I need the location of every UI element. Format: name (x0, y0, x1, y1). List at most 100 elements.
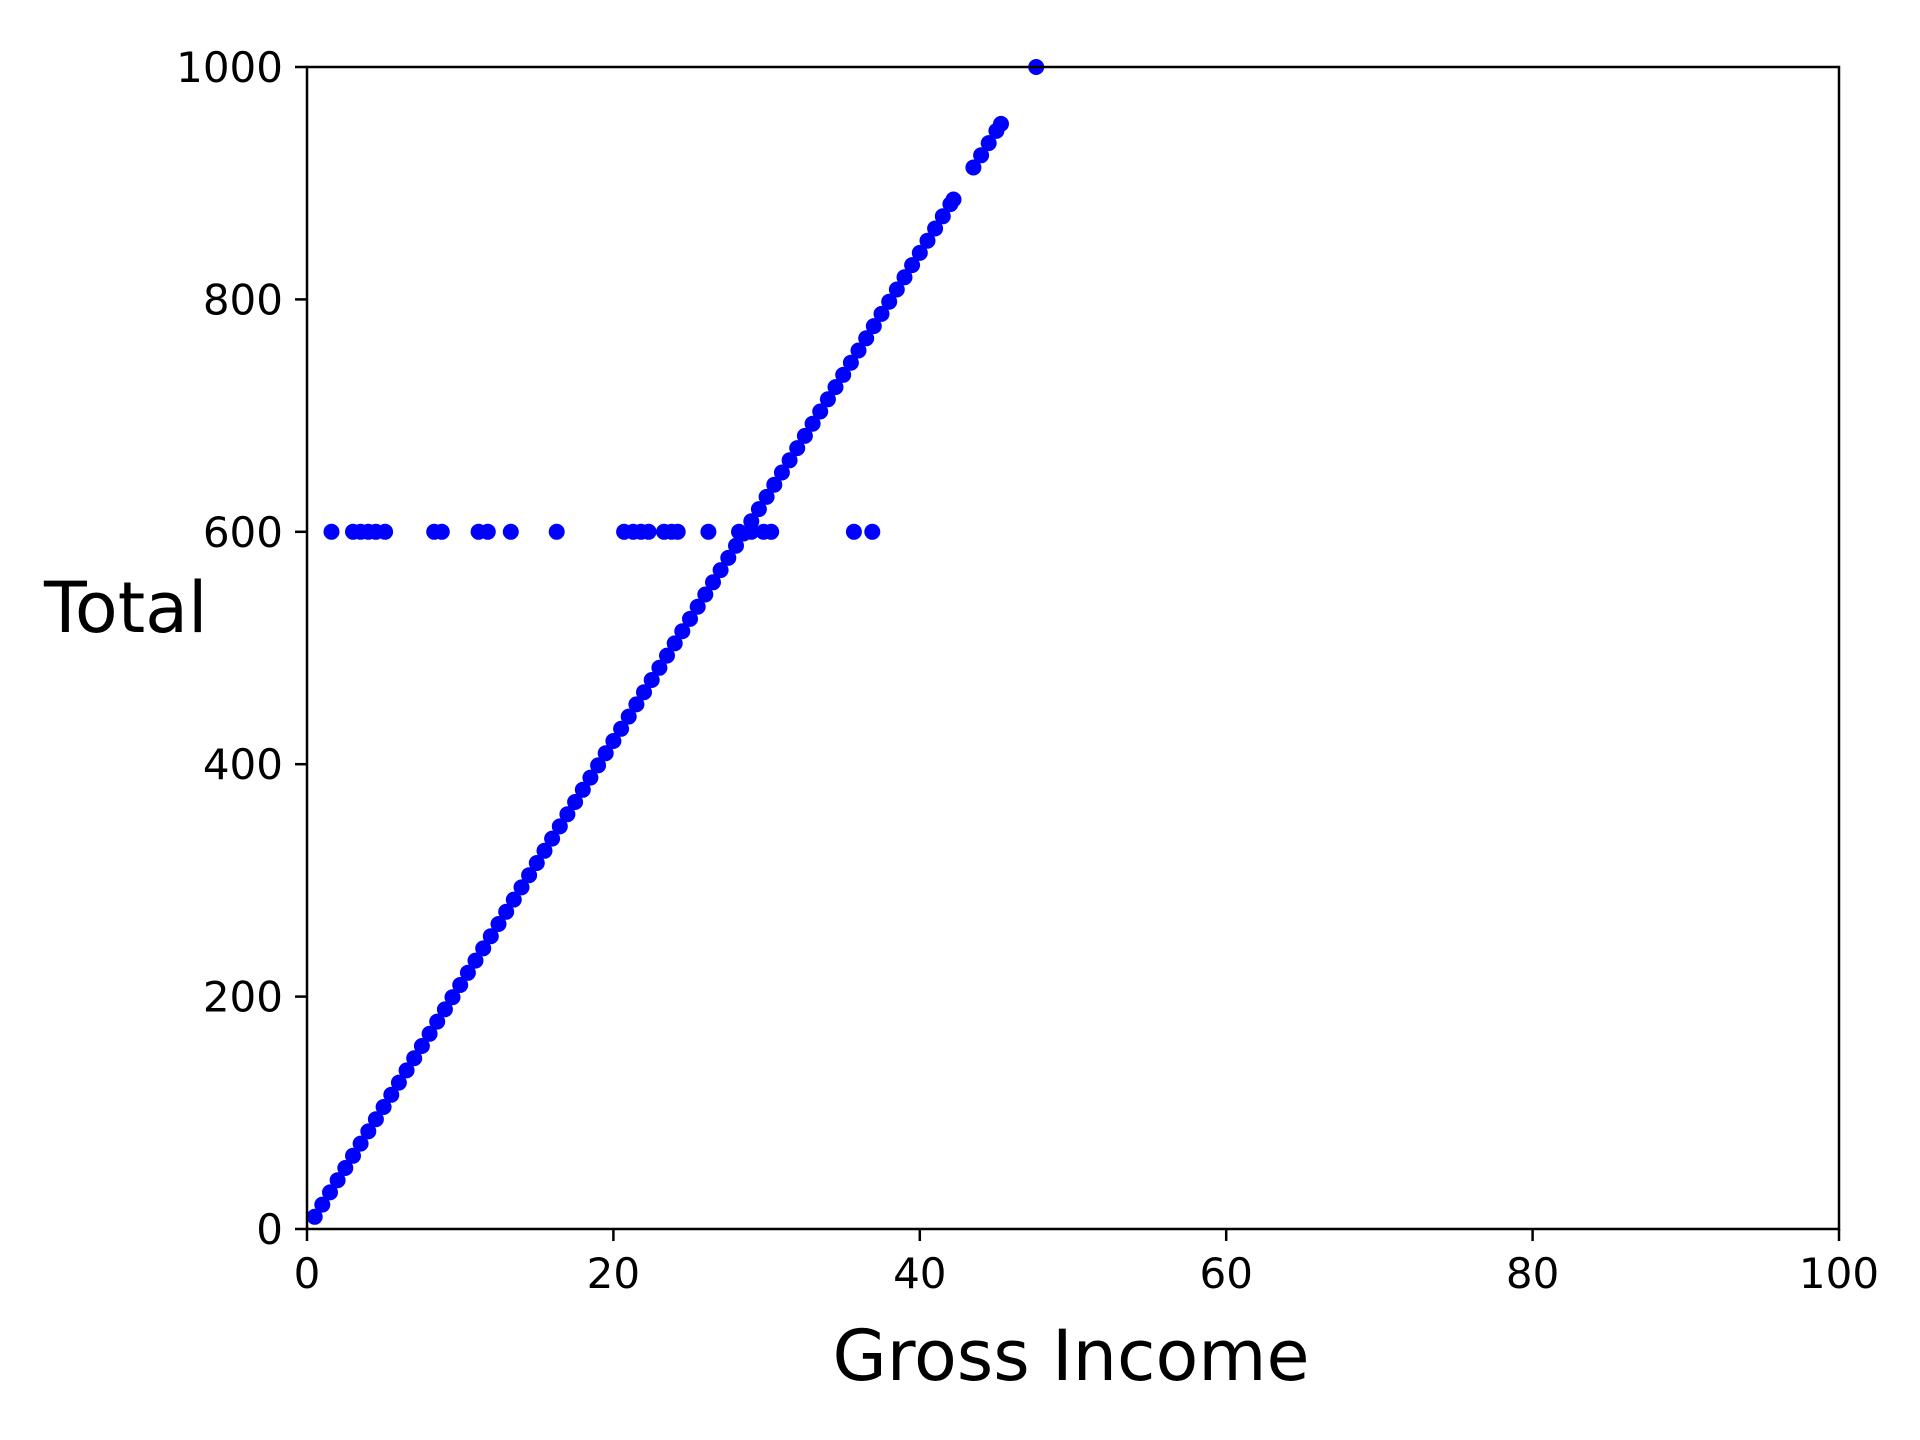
data-point-30 (536, 842, 553, 859)
data-point-10 (383, 1086, 400, 1103)
data-point-43 (636, 684, 652, 701)
data-point-48 (674, 623, 691, 640)
data-point-28 (521, 867, 538, 884)
data-point-2 (322, 1184, 338, 1201)
data-point-55 (728, 537, 744, 554)
data-point-7 (360, 1123, 377, 1140)
data-point-45 (651, 659, 668, 676)
data-point-110 (700, 523, 717, 540)
data-point-70 (842, 354, 859, 371)
data-point-52 (705, 574, 721, 591)
data-point-86 (973, 147, 990, 164)
data-point-23 (482, 928, 499, 945)
data-point-112 (743, 523, 760, 540)
data-point-0 (306, 1208, 323, 1225)
data-point-85 (965, 159, 982, 176)
data-point-60 (766, 476, 783, 493)
x-tick-label-5: 100 (1799, 1249, 1879, 1298)
data-point-21 (467, 952, 484, 969)
data-point-68 (827, 379, 844, 396)
data-point-47 (666, 635, 683, 652)
data-point-101 (502, 523, 519, 540)
data-point-42 (628, 696, 645, 713)
data-point-66 (812, 403, 829, 420)
y-tick-label-0: 0 (256, 1205, 283, 1254)
data-point-25 (498, 903, 515, 920)
data-point-111 (731, 523, 747, 540)
data-point-106 (640, 523, 657, 540)
data-point-32 (551, 818, 568, 835)
data-point-14 (413, 1038, 430, 1054)
y-tick-label-5: 1000 (176, 43, 283, 92)
data-point-5 (345, 1147, 361, 1164)
data-point-79 (911, 244, 928, 261)
data-point-8 (367, 1111, 384, 1128)
data-point-31 (544, 830, 561, 847)
data-point-26 (505, 891, 522, 908)
data-point-4 (337, 1160, 354, 1176)
data-point-63 (789, 440, 806, 457)
data-point-74 (873, 305, 890, 322)
data-point-13 (406, 1050, 423, 1067)
y-axis-label: Total (43, 567, 207, 649)
data-point-76 (888, 281, 905, 298)
data-point-51 (697, 586, 714, 603)
data-point-78 (904, 257, 921, 274)
data-point-75 (881, 293, 898, 310)
data-point-98 (433, 523, 450, 540)
data-point-17 (436, 1001, 453, 1018)
data-point-59 (758, 488, 775, 505)
data-point-67 (819, 391, 836, 408)
data-point-102 (548, 523, 565, 540)
plot-area-frame (305, 65, 1841, 1231)
y-tick-label-2: 400 (203, 740, 283, 789)
data-point-35 (574, 781, 591, 798)
data-point-82 (934, 208, 951, 225)
data-point-58 (750, 501, 767, 518)
data-point-12 (398, 1062, 415, 1079)
y-axis-ticks: 0 200 400 600 800 1000 (176, 43, 307, 1254)
data-point-80 (919, 232, 936, 249)
data-point-49 (682, 610, 698, 627)
points-layer (306, 59, 1045, 1225)
data-point-84 (945, 191, 962, 208)
y-tick-label-1: 200 (203, 973, 283, 1022)
data-point-38 (597, 745, 614, 762)
data-point-116 (864, 523, 881, 540)
data-point-69 (835, 366, 852, 383)
data-point-87 (980, 135, 997, 152)
data-point-64 (796, 427, 813, 444)
x-axis-ticks: 0 20 40 60 80 100 (294, 1229, 1879, 1298)
data-point-15 (421, 1025, 438, 1042)
data-point-24 (490, 916, 507, 932)
data-point-115 (845, 523, 862, 540)
data-point-19 (452, 977, 469, 993)
x-axis-label: Gross Income (832, 1315, 1309, 1397)
data-point-33 (559, 806, 576, 823)
data-point-27 (513, 879, 530, 896)
y-tick-label-3: 600 (203, 508, 283, 557)
data-point-89 (993, 115, 1009, 132)
x-tick-label-3: 60 (1199, 1249, 1252, 1298)
data-point-91 (323, 523, 340, 540)
data-point-46 (659, 647, 675, 664)
data-point-100 (479, 523, 496, 540)
x-tick-label-2: 40 (893, 1249, 946, 1298)
x-tick-label-0: 0 (294, 1249, 321, 1298)
y-tick-label-4: 800 (203, 275, 283, 324)
data-point-20 (459, 964, 476, 981)
data-point-22 (475, 940, 492, 957)
x-tick-label-1: 20 (587, 1249, 640, 1298)
data-point-39 (605, 733, 622, 749)
data-point-72 (858, 330, 875, 347)
data-point-41 (620, 708, 637, 725)
data-point-11 (390, 1074, 407, 1091)
data-point-71 (850, 342, 867, 359)
data-point-36 (582, 769, 599, 786)
data-point-29 (528, 855, 545, 871)
x-tick-label-4: 80 (1506, 1249, 1559, 1298)
data-point-3 (329, 1172, 346, 1189)
data-point-65 (804, 415, 821, 432)
